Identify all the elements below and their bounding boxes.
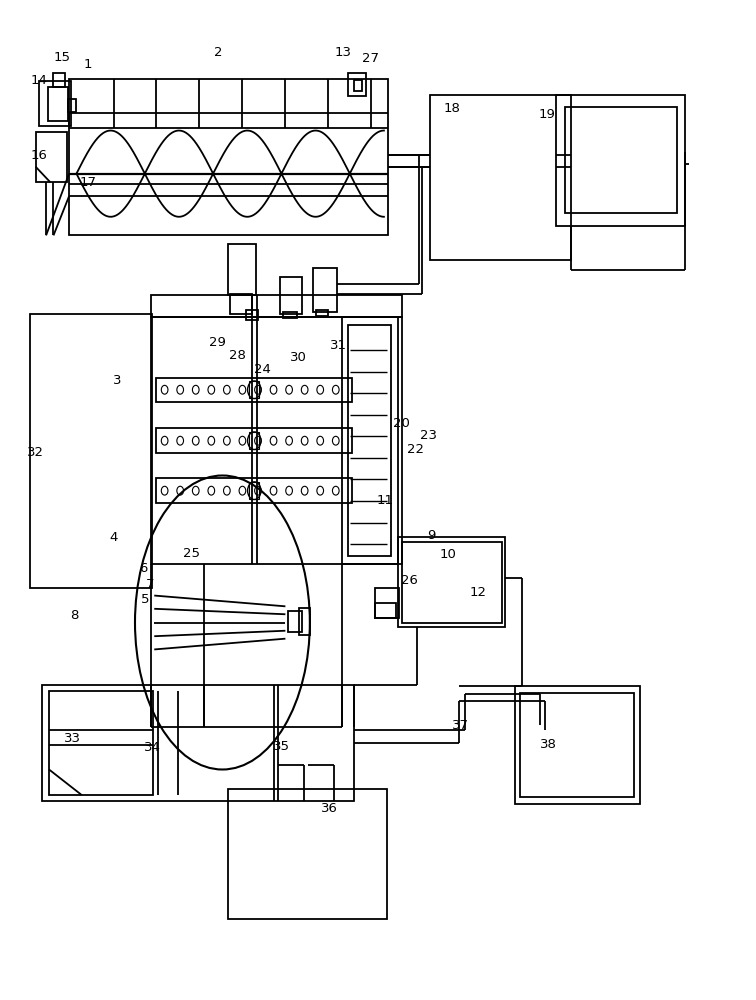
Text: 23: 23: [420, 429, 437, 442]
Bar: [249, 432, 259, 449]
Text: 4: 4: [110, 531, 118, 544]
Bar: [36, 132, 67, 182]
Bar: [29, 314, 152, 588]
Text: 7: 7: [147, 578, 155, 591]
Bar: [69, 79, 388, 235]
Text: 9: 9: [427, 529, 435, 542]
Text: 11: 11: [377, 493, 394, 506]
Text: 27: 27: [362, 52, 379, 66]
Bar: [556, 95, 686, 226]
Text: 29: 29: [209, 336, 226, 349]
Text: 3: 3: [113, 374, 122, 387]
Bar: [156, 428, 352, 453]
Bar: [156, 478, 352, 503]
Bar: [430, 95, 571, 260]
Bar: [401, 542, 502, 622]
Bar: [349, 73, 366, 96]
Bar: [42, 685, 354, 801]
Text: 28: 28: [229, 349, 246, 362]
Text: 34: 34: [144, 741, 161, 754]
Bar: [349, 325, 392, 556]
Text: 18: 18: [444, 102, 460, 114]
Text: 36: 36: [321, 802, 338, 815]
Text: 20: 20: [393, 417, 411, 430]
Bar: [299, 608, 310, 635]
Text: 19: 19: [538, 108, 556, 121]
Bar: [150, 317, 402, 564]
Text: 33: 33: [64, 732, 81, 745]
Text: 25: 25: [183, 547, 200, 560]
Text: 15: 15: [53, 51, 70, 64]
Text: 8: 8: [70, 609, 79, 622]
Bar: [284, 312, 296, 318]
Bar: [316, 310, 327, 316]
Text: 37: 37: [453, 719, 469, 732]
Bar: [313, 268, 336, 312]
Bar: [515, 686, 640, 804]
Text: 17: 17: [79, 176, 96, 189]
Bar: [249, 482, 259, 499]
Text: 14: 14: [30, 74, 47, 87]
Bar: [49, 691, 153, 795]
Bar: [150, 295, 402, 317]
Text: 1: 1: [83, 58, 91, 71]
Text: 2: 2: [215, 46, 223, 59]
Bar: [249, 381, 259, 398]
Text: 10: 10: [440, 548, 457, 561]
Bar: [246, 310, 258, 320]
Bar: [54, 73, 64, 87]
Bar: [354, 80, 361, 91]
Text: 13: 13: [335, 46, 352, 59]
Text: 35: 35: [273, 740, 290, 753]
Text: 5: 5: [141, 593, 150, 606]
Text: 22: 22: [407, 443, 423, 456]
Bar: [228, 789, 387, 919]
Bar: [375, 603, 396, 618]
Bar: [342, 317, 398, 564]
Text: 30: 30: [290, 351, 307, 364]
Text: 38: 38: [540, 738, 557, 752]
Bar: [39, 81, 70, 126]
Bar: [565, 107, 677, 213]
Bar: [398, 537, 506, 627]
Text: 12: 12: [469, 586, 487, 599]
Bar: [48, 87, 67, 121]
Text: 32: 32: [27, 446, 44, 459]
Bar: [228, 244, 256, 295]
Bar: [520, 693, 634, 797]
Bar: [230, 294, 252, 314]
Text: 24: 24: [254, 363, 271, 376]
Bar: [156, 377, 352, 402]
Text: 6: 6: [139, 562, 147, 575]
Bar: [375, 588, 398, 618]
Bar: [68, 99, 76, 112]
Text: 31: 31: [330, 339, 346, 352]
Bar: [287, 611, 302, 632]
Text: 26: 26: [401, 574, 418, 587]
Text: 16: 16: [30, 149, 47, 162]
Bar: [280, 277, 302, 314]
